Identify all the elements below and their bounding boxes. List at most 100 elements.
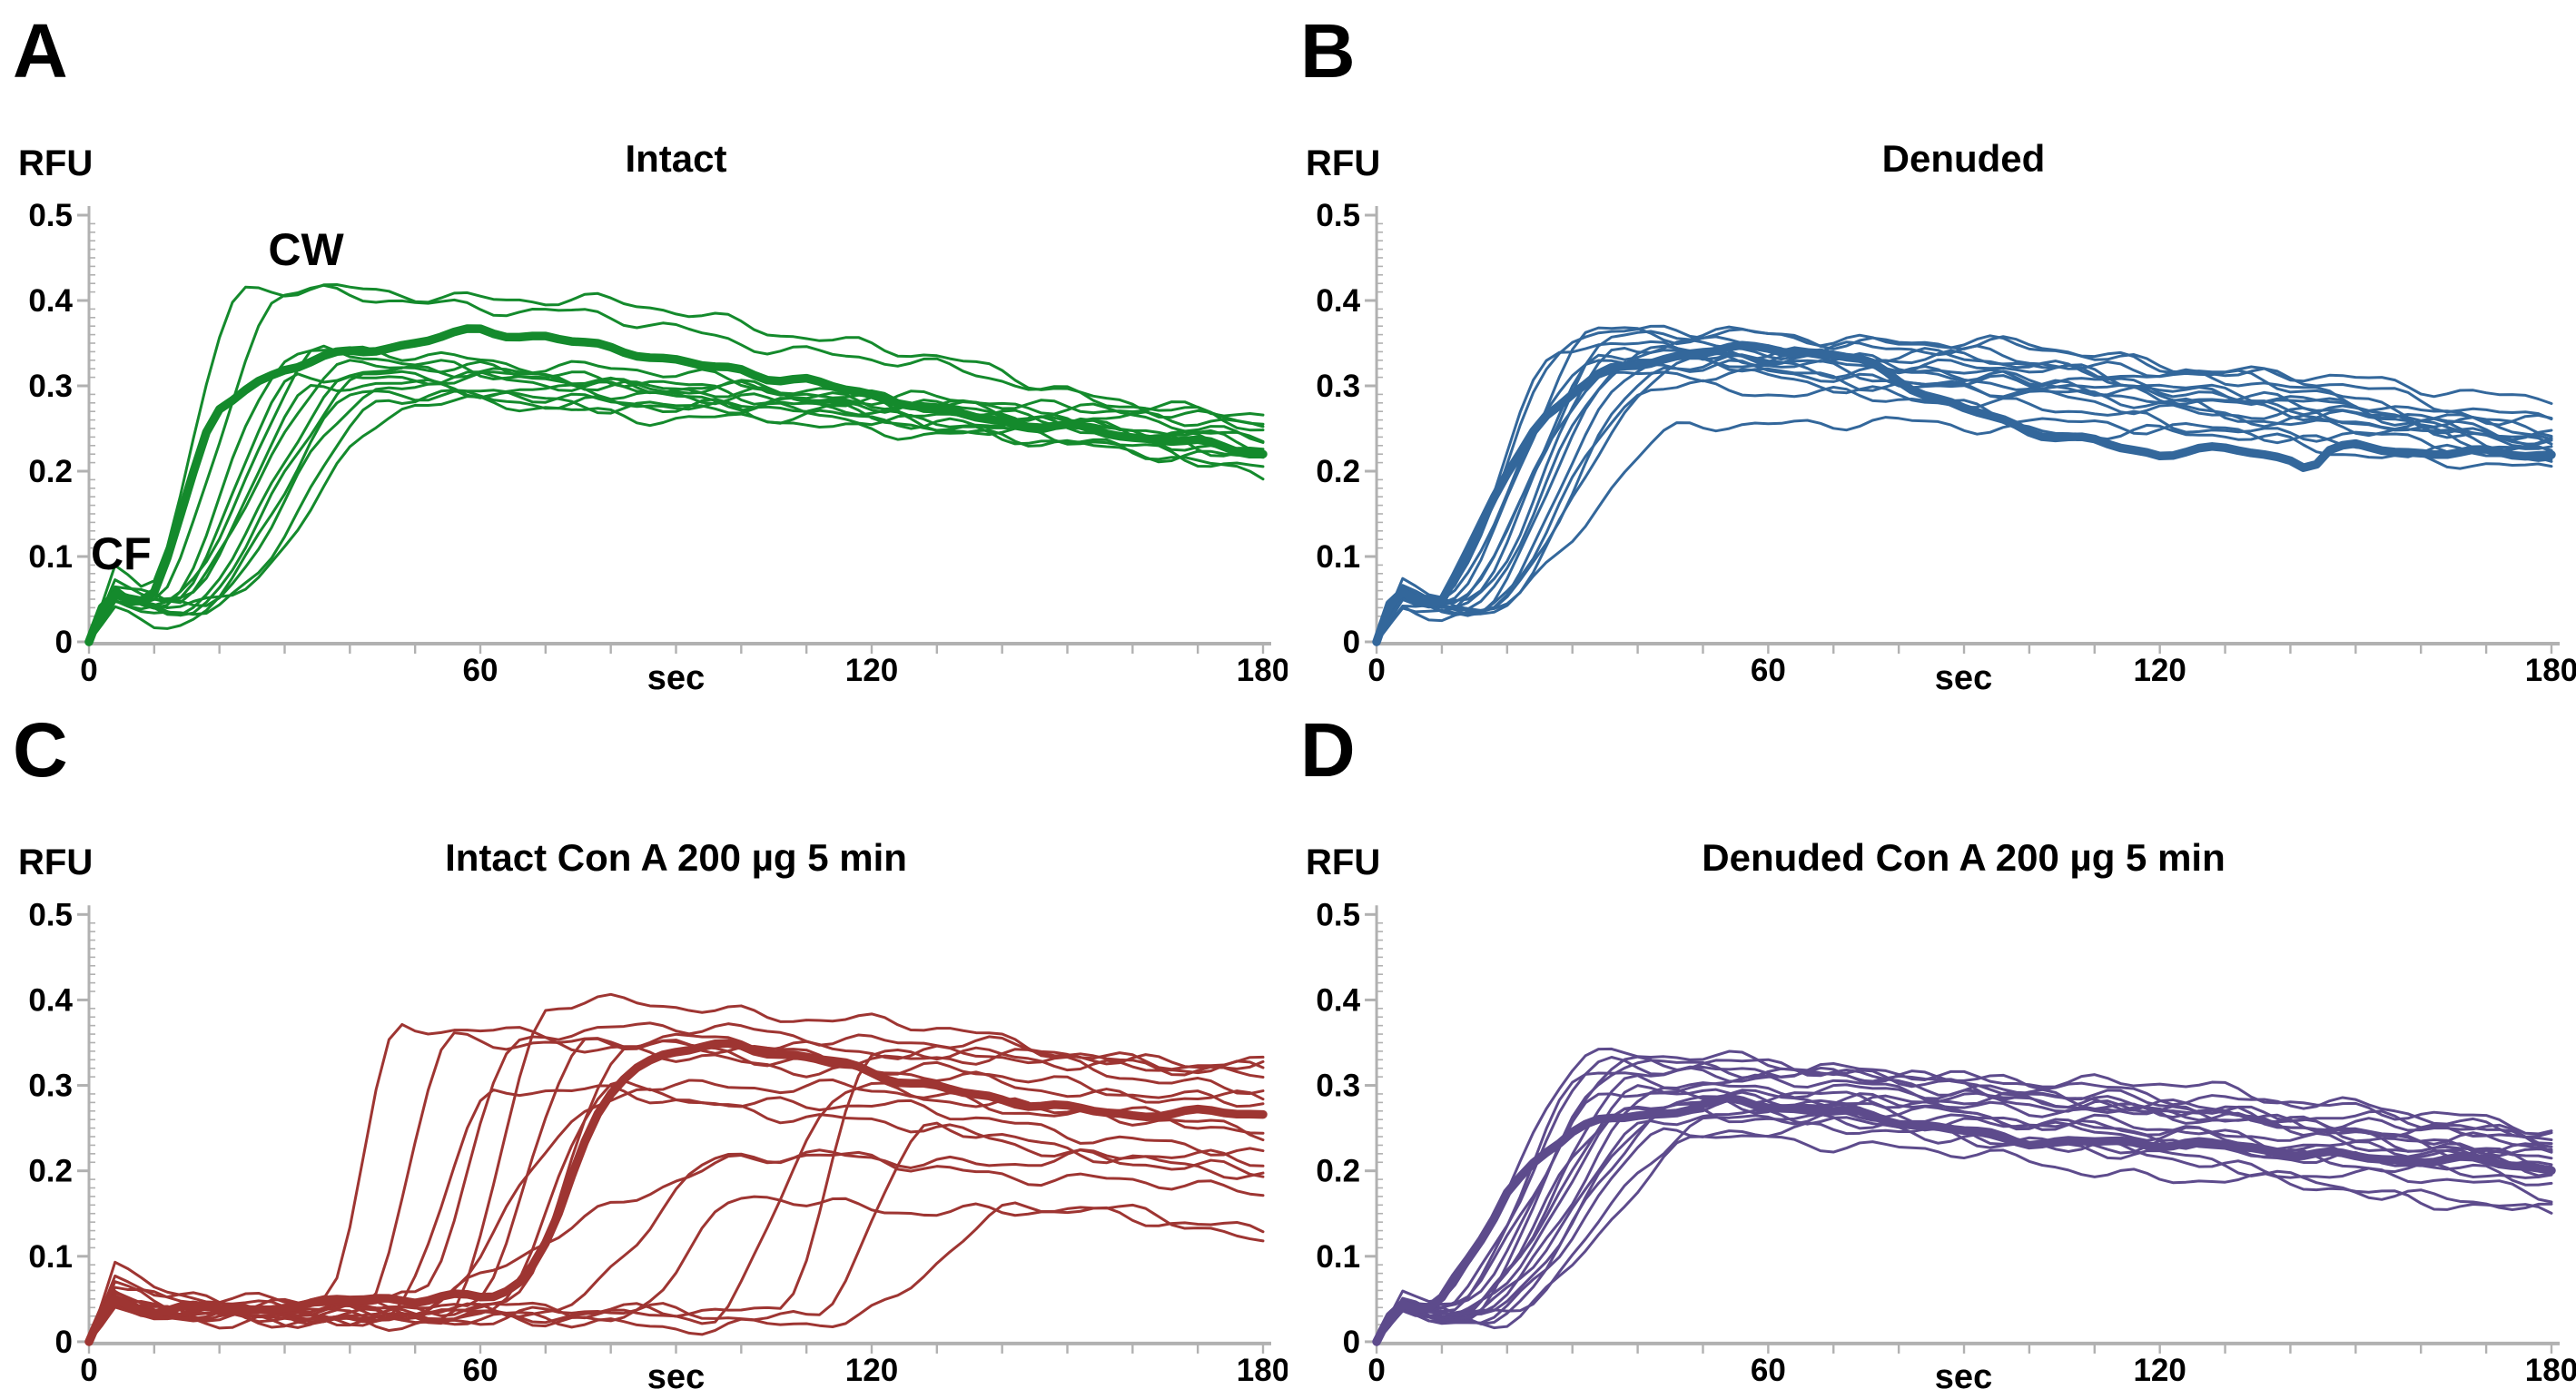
replicate-trace — [1375, 1127, 2553, 1344]
panel-c-intact-cona: 0 0.1 0.2 0.3 0.4 0.5 0 60 120 180 C RFU Intact C… — [0, 699, 1288, 1399]
panel-b-denuded: 0 0.1 0.2 0.3 0.4 0.5 0 60 120 180 B RFU Denuded … — [1288, 0, 2576, 699]
replicate-trace — [1375, 1110, 2553, 1344]
panel-b-y-axis-title: RFU — [1306, 143, 1381, 183]
x-tick-label: 60 — [463, 653, 498, 688]
x-tick-label: 60 — [463, 1353, 498, 1388]
y-tick-label: 0 — [1343, 625, 1360, 660]
panel-d-title: Denuded Con A 200 µg 5 min — [1702, 836, 2226, 879]
y-tick-label: 0 — [55, 1325, 73, 1360]
y-tick-label: 0.5 — [1316, 198, 1360, 233]
x-tick-label: 120 — [2133, 653, 2186, 688]
panel-a-letter: A — [13, 8, 68, 94]
mean-trace — [84, 1039, 1268, 1346]
y-tick-label: 0.5 — [1316, 897, 1360, 932]
mean-trace — [1372, 1093, 2556, 1346]
replicate-trace — [1375, 1108, 2553, 1344]
replicate-trace — [1375, 351, 2553, 644]
y-tick-label: 0.1 — [28, 1239, 73, 1275]
x-tick-label: 180 — [1237, 1353, 1288, 1388]
y-tick-label: 0.4 — [28, 283, 73, 319]
panel-a-plot: 0 0.1 0.2 0.3 0.4 0.5 0 60 120 180 — [28, 198, 1288, 688]
y-tick-label: 0.3 — [28, 1069, 73, 1104]
replicate-trace — [1375, 357, 2553, 644]
x-tick-label: 60 — [1751, 653, 1786, 688]
panel-b-plot: 0 0.1 0.2 0.3 0.4 0.5 0 60 120 180 — [1316, 198, 2576, 688]
panel-a-y-axis-title: RFU — [18, 143, 94, 183]
replicate-trace — [1375, 1073, 2553, 1344]
replicate-trace — [1375, 1047, 2553, 1344]
panel-d-plot: 0 0.1 0.2 0.3 0.4 0.5 0 60 120 180 — [1316, 897, 2576, 1388]
y-tick-label: 0.2 — [28, 1154, 73, 1189]
x-tick-label: 120 — [845, 653, 898, 688]
x-tick-label: 180 — [2525, 653, 2576, 688]
replicate-trace — [1375, 379, 2553, 644]
replicate-trace — [87, 364, 1265, 644]
replicate-trace — [1375, 351, 2553, 644]
panel-a-intact: 0 0.1 0.2 0.3 0.4 0.5 0 60 120 180 A RFU Intact s… — [0, 0, 1288, 699]
replicate-trace — [87, 382, 1265, 644]
y-tick-label: 0 — [1343, 1325, 1360, 1360]
replicate-trace — [87, 1046, 1265, 1344]
panel-d-x-axis-title: sec — [1934, 1358, 1993, 1396]
panel-a-x-axis-title: sec — [646, 659, 706, 697]
y-tick-label: 0.2 — [28, 454, 73, 489]
replicate-trace — [87, 992, 1265, 1344]
replicate-trace — [87, 344, 1265, 644]
panel-c-x-axis-title: sec — [646, 1358, 706, 1396]
panel-c-y-axis-title: RFU — [18, 842, 94, 882]
x-tick-label: 60 — [1751, 1353, 1786, 1388]
mean-trace — [84, 324, 1268, 646]
panel-d-letter: D — [1300, 707, 1356, 793]
panel-a-title: Intact — [625, 137, 727, 180]
y-tick-label: 0.4 — [28, 982, 73, 1018]
x-tick-label: 0 — [80, 1353, 97, 1388]
y-tick-label: 0.5 — [28, 198, 73, 233]
y-tick-label: 0.1 — [1316, 539, 1360, 575]
y-tick-label: 0.3 — [28, 369, 73, 404]
replicate-trace — [1375, 416, 2553, 644]
y-tick-label: 0.1 — [28, 539, 73, 575]
panel-d-y-axis-title: RFU — [1306, 842, 1381, 882]
x-tick-label: 180 — [1237, 653, 1288, 688]
replicate-trace — [1375, 1074, 2553, 1344]
replicate-trace — [1375, 359, 2553, 644]
panel-d-denuded-cona: 0 0.1 0.2 0.3 0.4 0.5 0 60 120 180 D RFU Denuded … — [1288, 699, 2576, 1399]
x-tick-label: 0 — [1367, 1353, 1385, 1388]
x-tick-label: 120 — [2133, 1353, 2186, 1388]
replicate-trace — [1375, 326, 2553, 644]
y-tick-label: 0.4 — [1316, 982, 1360, 1018]
annotation-cf: CF — [91, 528, 152, 579]
y-tick-label: 0.1 — [1316, 1239, 1360, 1275]
y-tick-label: 0.4 — [1316, 283, 1360, 319]
y-tick-label: 0.3 — [1316, 1069, 1360, 1104]
replicate-trace — [87, 1150, 1265, 1344]
replicate-trace — [87, 359, 1265, 644]
panel-c-title: Intact Con A 200 µg 5 min — [445, 836, 907, 879]
x-tick-label: 180 — [2525, 1353, 2576, 1388]
replicate-trace — [87, 1046, 1265, 1344]
annotation-cw: CW — [268, 224, 344, 275]
panel-c-plot: 0 0.1 0.2 0.3 0.4 0.5 0 60 120 180 — [28, 897, 1288, 1388]
replicate-trace — [1375, 352, 2553, 644]
replicate-trace — [1375, 1056, 2553, 1344]
y-tick-label: 0.3 — [1316, 369, 1360, 404]
replicate-trace — [87, 1201, 1265, 1344]
replicate-trace — [87, 389, 1265, 644]
y-tick-label: 0.2 — [1316, 454, 1360, 489]
replicate-trace — [1375, 1095, 2553, 1344]
y-tick-label: 0.2 — [1316, 1154, 1360, 1189]
x-tick-label: 120 — [845, 1353, 898, 1388]
x-tick-label: 0 — [80, 653, 97, 688]
y-tick-label: 0.5 — [28, 897, 73, 932]
panel-b-title: Denuded — [1881, 137, 2046, 180]
panel-b-x-axis-title: sec — [1934, 659, 1993, 697]
replicate-trace — [1375, 1086, 2553, 1344]
replicate-trace — [87, 1148, 1265, 1344]
replicate-trace — [87, 283, 1265, 644]
y-tick-label: 0 — [55, 625, 73, 660]
mean-trace — [1372, 340, 2556, 646]
replicate-trace — [87, 389, 1265, 644]
replicate-trace — [87, 283, 1265, 644]
panel-c-letter: C — [13, 707, 68, 793]
